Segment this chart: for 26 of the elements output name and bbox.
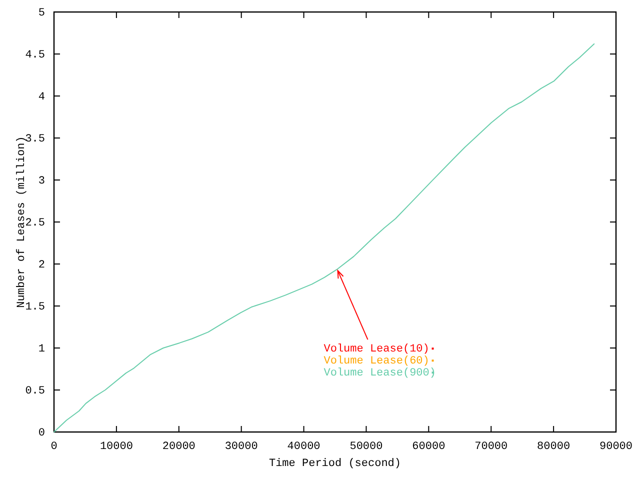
y-tick-label: 4 [38,92,46,104]
x-tick-label: 70000 [474,440,508,453]
y-tick-label: 0 [38,428,45,440]
y-tick-label: 0.5 [25,386,45,398]
x-tick-label: 30000 [224,440,258,453]
x-tick-label: 60000 [412,440,446,453]
line-series [54,43,595,432]
x-tick-label: 90000 [599,440,633,453]
y-tick-label: 2 [38,260,45,272]
legend-label: Volume Lease(10) [324,344,430,356]
y-tick-label: 5 [38,8,45,20]
legend-label: Volume Lease(60) [324,356,430,368]
y-tick-label: 3.5 [25,134,45,146]
x-tick-label: 80000 [537,440,570,453]
x-tick-label: 0 [50,440,58,453]
y-tick-label: 3 [38,176,45,188]
y-tick-label: 2.5 [25,218,45,230]
y-tick-label: 1 [38,344,46,356]
y-tick-label: 1.5 [25,302,45,314]
x-tick-label: 40000 [287,440,320,453]
legend-label: Volume Lease(900) [324,368,436,380]
x-tick-label: 20000 [162,440,196,453]
y-tick-label: 4.5 [25,50,45,62]
x-tick-label: 10000 [100,440,133,453]
x-tick-label: 50000 [350,440,383,453]
x-axis-title: Time Period (second) [268,458,402,470]
